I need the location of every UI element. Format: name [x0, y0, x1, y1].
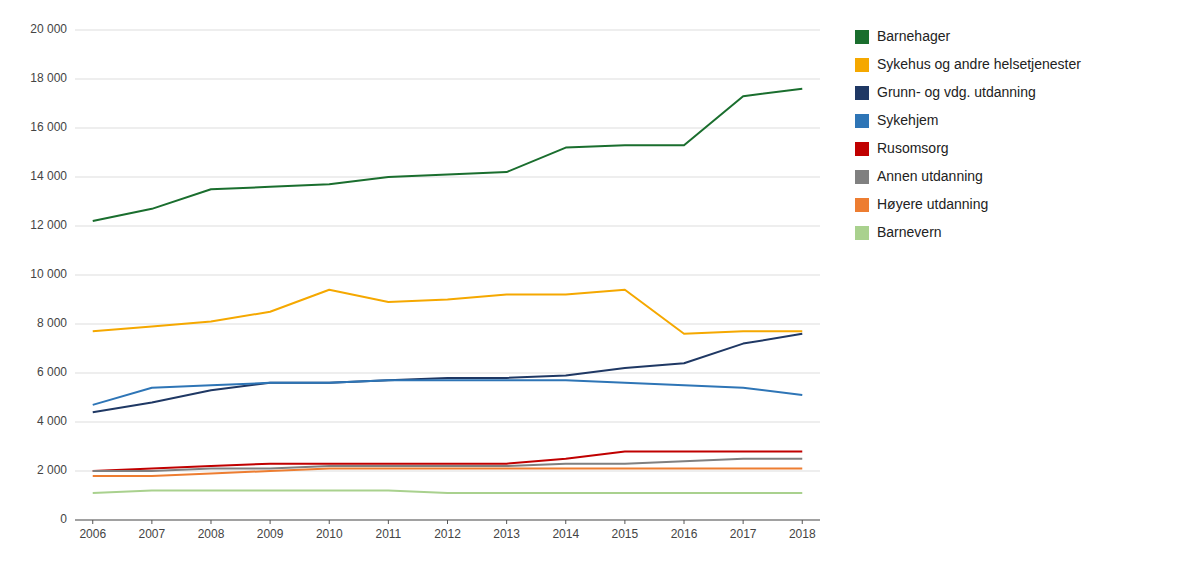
legend-label: Barnehager [877, 28, 951, 44]
x-tick [684, 520, 685, 524]
series-line [93, 334, 803, 412]
x-tick [210, 520, 211, 524]
series-line [93, 380, 803, 405]
x-tick-label: 2009 [257, 527, 284, 541]
x-tick [388, 520, 389, 524]
legend-swatch [855, 226, 869, 240]
y-tick-label: 6 000 [37, 365, 67, 379]
x-tick [447, 520, 448, 524]
x-tick-label: 2014 [552, 527, 579, 541]
legend-label: Høyere utdanning [877, 196, 988, 212]
x-tick-label: 2011 [375, 527, 401, 541]
series-line [93, 89, 803, 221]
x-tick-label: 2016 [671, 527, 698, 541]
legend-swatch [855, 114, 869, 128]
x-tick-label: 2006 [79, 527, 106, 541]
x-tick-label: 2007 [139, 527, 166, 541]
y-tick-label: 14 000 [30, 169, 67, 183]
legend-label: Annen utdanning [877, 168, 983, 184]
series-lines [93, 89, 803, 493]
x-tick [743, 520, 744, 524]
x-tick [624, 520, 625, 524]
x-tick-label: 2012 [434, 527, 461, 541]
grid-line [75, 79, 820, 80]
y-tick-label: 12 000 [30, 218, 67, 232]
grid-line [75, 177, 820, 178]
x-tick [92, 520, 93, 524]
x-tick-label: 2015 [612, 527, 639, 541]
legend-label: Barnevern [877, 224, 942, 240]
grid-line [75, 275, 820, 276]
y-tick-label: 10 000 [30, 267, 67, 281]
y-tick-label: 0 [60, 512, 67, 526]
grid-line [75, 373, 820, 374]
y-tick-label: 16 000 [30, 120, 67, 134]
legend-swatch [855, 142, 869, 156]
grid-line [75, 226, 820, 227]
legend: Barnehager Sykehus og andre helsetjeneste… [855, 28, 1081, 240]
x-tick-label: 2008 [198, 527, 225, 541]
x-tick [802, 520, 803, 524]
legend-swatch [855, 86, 869, 100]
y-axis: 0 2 000 4 000 6 000 8 000 10 000 12 000 14 000 1… [30, 22, 67, 526]
y-tick-label: 20 000 [30, 22, 67, 36]
y-tick-label: 8 000 [37, 316, 67, 330]
x-tick [329, 520, 330, 524]
grid [75, 30, 820, 520]
legend-label: Sykehjem [877, 112, 938, 128]
chart: 0 2 000 4 000 6 000 8 000 10 000 12 000 14 000 1… [0, 0, 1200, 569]
legend-swatch [855, 198, 869, 212]
grid-line [75, 30, 820, 31]
legend-label: Sykehus og andre helsetjenester [877, 56, 1081, 72]
y-tick-label: 18 000 [30, 71, 67, 85]
grid-line [75, 422, 820, 423]
x-tick [506, 520, 507, 524]
grid-line [75, 128, 820, 129]
x-axis: 2006 2007 2008 2009 2010 2011 2012 2013 2014 2015… [75, 520, 820, 541]
x-tick [270, 520, 271, 524]
grid-line [75, 471, 820, 472]
legend-swatch [855, 58, 869, 72]
x-tick-label: 2018 [789, 527, 816, 541]
legend-label: Grunn- og vdg. utdanning [877, 84, 1036, 100]
series-line [93, 290, 803, 334]
x-tick [565, 520, 566, 524]
x-tick-label: 2017 [730, 527, 757, 541]
x-tick-label: 2013 [493, 527, 520, 541]
y-tick-label: 2 000 [37, 463, 67, 477]
y-tick-label: 4 000 [37, 414, 67, 428]
x-tick [151, 520, 152, 524]
series-line [93, 469, 803, 476]
legend-label: Rusomsorg [877, 140, 949, 156]
legend-swatch [855, 170, 869, 184]
legend-swatch [855, 30, 869, 44]
series-line [93, 491, 803, 493]
x-tick-label: 2010 [316, 527, 343, 541]
